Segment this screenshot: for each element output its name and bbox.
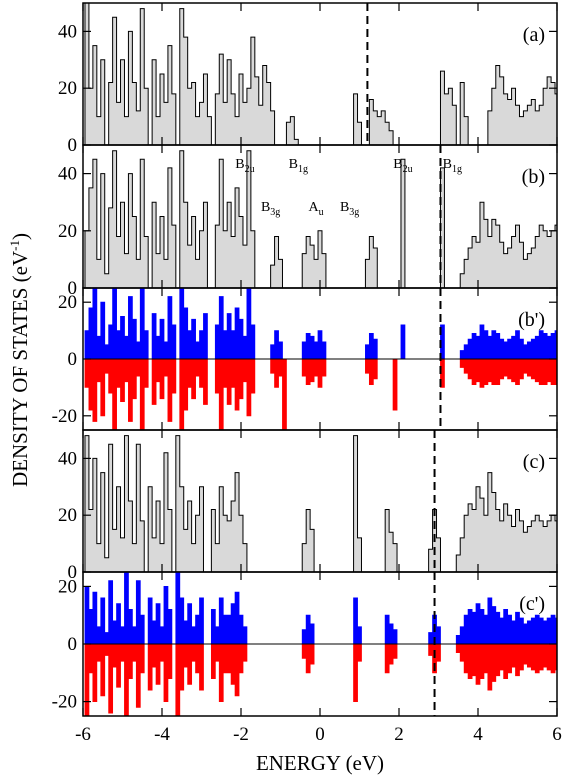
y-tick-label: 20 <box>58 221 77 242</box>
panel-label: (c) <box>523 451 545 473</box>
y-tick-label: 40 <box>58 21 77 42</box>
y-tick-label: 0 <box>68 278 78 299</box>
x-tick-label: 4 <box>473 724 483 745</box>
panel-0: 0 20 40 (a) <box>58 2 558 156</box>
panel-3: 0 20 40 (c) <box>58 429 558 583</box>
x-tick-label: -4 <box>154 724 170 745</box>
y-axis-title: DENSITY OF STATES (eV-1) <box>7 233 32 487</box>
y-tick-label: 20 <box>58 292 77 313</box>
y-axis-title-main: DENSITY OF STATES (eV <box>8 251 32 487</box>
dos-area-total <box>83 435 557 572</box>
peak-label: B2u <box>393 157 412 175</box>
panel-label: (b') <box>518 309 545 331</box>
y-tick-label: 0 <box>68 634 78 655</box>
y-tick-label: -20 <box>52 406 77 427</box>
peak-label: B2u <box>235 157 254 175</box>
y-tick-label: 20 <box>58 576 77 597</box>
panel-1: 0 20 40 (b) <box>58 144 558 299</box>
dos-area-total <box>83 3 557 145</box>
x-axis-title: ENERGY (eV) <box>256 751 384 775</box>
peak-label: B3g <box>340 200 359 218</box>
x-tick-label: -6 <box>75 724 91 745</box>
dos-area-spin-down <box>83 358 557 430</box>
peak-label: Au <box>308 200 323 218</box>
x-tick-label: 2 <box>394 724 404 745</box>
dos-area-spin-up <box>83 572 557 645</box>
x-tick-label: 6 <box>552 724 562 745</box>
plot-area <box>83 430 557 572</box>
panel-4: -20 0 20 (c') <box>52 571 558 717</box>
peak-label: B1g <box>289 157 308 175</box>
dos-area-spin-down <box>83 643 557 716</box>
plot-area <box>83 288 557 430</box>
peak-label: B3g <box>261 200 280 218</box>
y-tick-label: 0 <box>68 135 78 156</box>
dos-area-total <box>83 150 557 288</box>
y-tick-label: 20 <box>58 505 77 526</box>
peak-label: B1g <box>443 157 462 175</box>
x-tick-label: 0 <box>315 724 325 745</box>
dos-area-spin-up <box>83 288 557 360</box>
panel-2: -20 0 20 (b') <box>52 287 558 431</box>
y-tick-label: 40 <box>58 448 77 469</box>
plot-area <box>83 572 557 716</box>
y-axis-title-close: ) <box>8 233 32 240</box>
panel-label: (c') <box>519 593 545 615</box>
y-axis-title-sup: -1 <box>7 240 22 251</box>
y-tick-label: 0 <box>68 349 78 370</box>
y-tick-label: 0 <box>68 562 78 583</box>
panel-label: (b) <box>522 166 545 188</box>
plot-area <box>83 145 557 288</box>
plot-area <box>83 3 557 145</box>
x-tick-label: -2 <box>233 724 249 745</box>
y-tick-label: 40 <box>58 164 77 185</box>
y-tick-label: -20 <box>52 692 77 713</box>
panel-label: (a) <box>523 24 545 46</box>
y-tick-label: 20 <box>58 78 77 99</box>
